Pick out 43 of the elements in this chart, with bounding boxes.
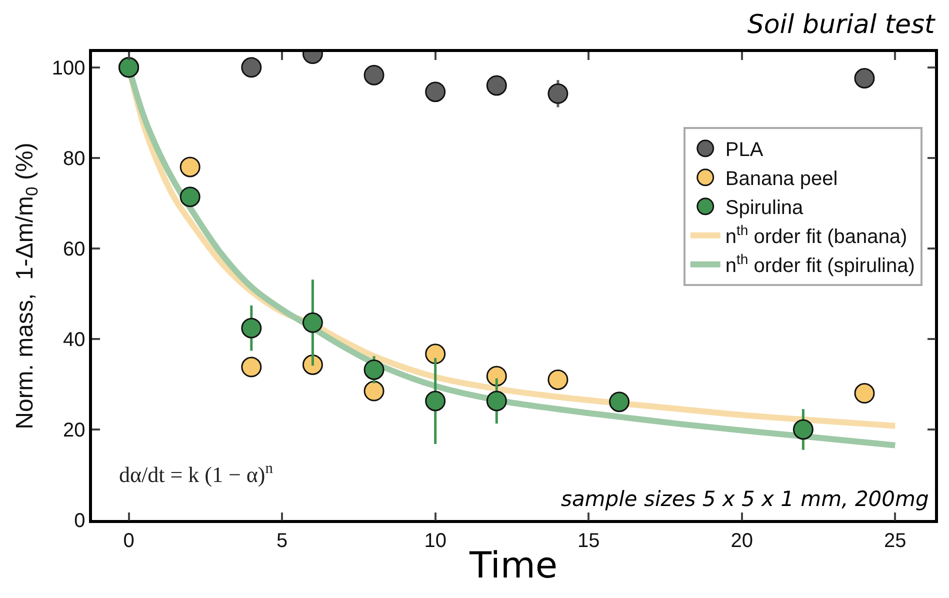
y-tick-label: 20 <box>63 419 86 442</box>
point <box>364 380 384 402</box>
point <box>854 68 875 88</box>
x-tick-label: 10 <box>424 530 446 552</box>
x-tick-label: 0 <box>123 530 134 552</box>
legend-label: Spirulina <box>725 197 804 220</box>
point <box>302 354 323 375</box>
legend-label: n$^{th}$ order fit (spirulina) <box>725 250 915 278</box>
legend-label: PLA <box>725 139 764 162</box>
point <box>302 312 323 333</box>
y-tick-label: 0 <box>74 510 86 532</box>
point <box>180 186 200 208</box>
point <box>180 156 200 178</box>
point <box>425 82 446 102</box>
x-tick-label: 15 <box>577 530 600 552</box>
x-tick-label: 5 <box>276 530 288 552</box>
y-tick-label: 60 <box>63 238 86 260</box>
point <box>241 57 262 78</box>
annotation: dα/dt = k (1 − α)$^{n}$ <box>119 460 274 488</box>
point <box>486 390 507 412</box>
x-tick-label: 25 <box>884 530 906 552</box>
point <box>241 356 262 378</box>
point <box>792 419 814 440</box>
point <box>425 390 446 412</box>
y-tick-label: 100 <box>52 57 86 80</box>
annotation: sample sizes 5 x 5 x 1 mm, 200mg <box>561 487 929 511</box>
point <box>854 383 875 404</box>
point <box>609 392 630 412</box>
x-tick-label: 20 <box>730 530 754 552</box>
point <box>425 344 446 364</box>
x-axis-title: Time <box>468 545 558 586</box>
point <box>241 318 262 338</box>
legend-label: n$^{th}$ order fit (banana) <box>725 222 908 248</box>
y-tick-label: 80 <box>63 148 86 170</box>
point <box>364 64 384 86</box>
point <box>486 75 507 96</box>
point <box>364 359 384 380</box>
point <box>486 366 507 386</box>
y-tick-label: 40 <box>63 328 86 351</box>
point <box>548 369 568 390</box>
point <box>548 83 568 104</box>
legend-label: Banana peel <box>725 168 838 190</box>
chart-title: Soil burial test <box>747 10 936 40</box>
